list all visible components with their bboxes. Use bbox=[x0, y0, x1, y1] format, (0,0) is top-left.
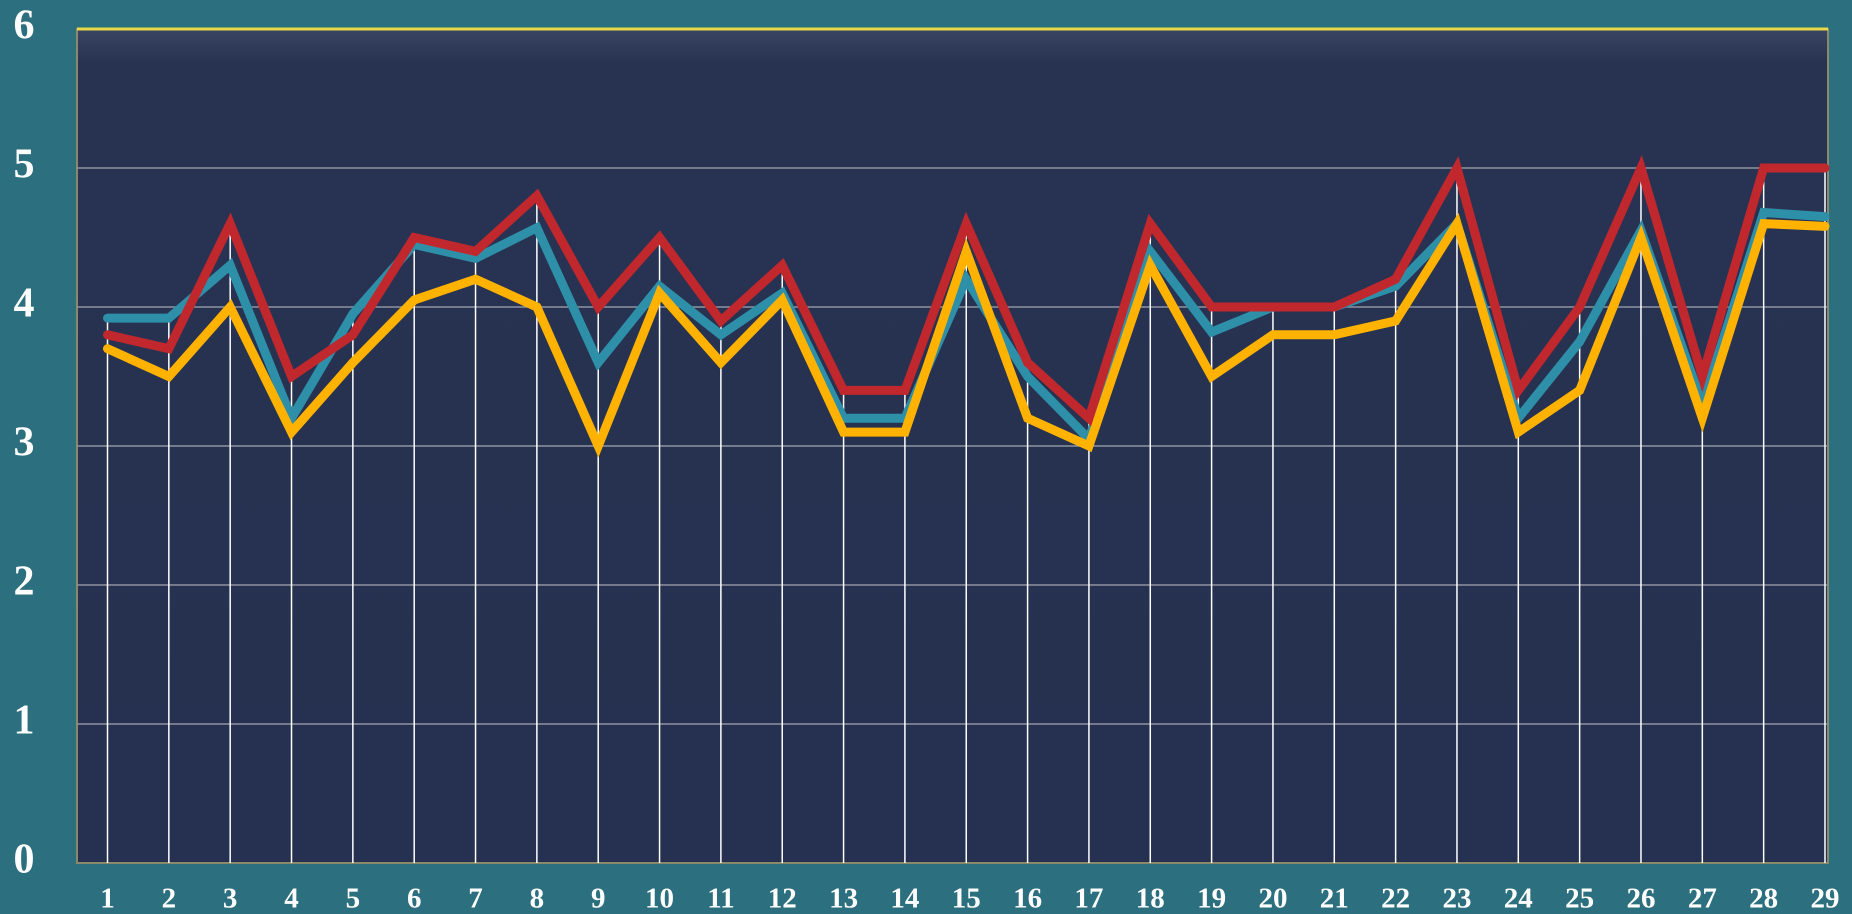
x-tick-label: 16 bbox=[1013, 883, 1042, 914]
x-tick-label: 6 bbox=[407, 883, 422, 914]
x-tick-label: 7 bbox=[468, 883, 483, 914]
y-tick-label: 5 bbox=[14, 142, 35, 188]
y-tick-label: 3 bbox=[14, 420, 35, 466]
x-tick-label: 11 bbox=[707, 883, 734, 914]
x-tick-label: 2 bbox=[162, 883, 177, 914]
x-tick-label: 26 bbox=[1626, 883, 1655, 914]
x-tick-label: 25 bbox=[1565, 883, 1594, 914]
y-tick-label: 0 bbox=[14, 837, 35, 883]
x-tick-label: 15 bbox=[952, 883, 981, 914]
x-tick-label: 18 bbox=[1136, 883, 1165, 914]
x-tick-label: 21 bbox=[1320, 883, 1349, 914]
x-tick-label: 10 bbox=[645, 883, 674, 914]
x-tick-label: 17 bbox=[1074, 883, 1103, 914]
x-tick-label: 23 bbox=[1442, 883, 1471, 914]
x-tick-label: 12 bbox=[768, 883, 797, 914]
x-tick-label: 4 bbox=[284, 883, 299, 914]
x-tick-label: 20 bbox=[1258, 883, 1287, 914]
y-tick-label: 6 bbox=[14, 3, 35, 49]
y-tick-label: 2 bbox=[14, 559, 35, 605]
x-tick-label: 3 bbox=[223, 883, 238, 914]
series-line bbox=[103, 154, 1830, 427]
x-tick-label: 19 bbox=[1197, 883, 1226, 914]
x-tick-label: 24 bbox=[1504, 883, 1533, 914]
x-tick-label: 14 bbox=[890, 883, 919, 914]
y-tick-label: 4 bbox=[14, 281, 35, 327]
x-tick-label: 27 bbox=[1688, 883, 1717, 914]
x-tick-label: 29 bbox=[1811, 883, 1840, 914]
x-tick-label: 22 bbox=[1381, 883, 1410, 914]
series-line bbox=[103, 212, 1830, 458]
x-tick-label: 9 bbox=[591, 883, 606, 914]
x-tick-label: 28 bbox=[1749, 883, 1778, 914]
y-tick-label: 1 bbox=[14, 698, 35, 744]
x-tick-label: 8 bbox=[530, 883, 545, 914]
x-tick-label: 13 bbox=[829, 883, 858, 914]
x-tick-label: 5 bbox=[346, 883, 361, 914]
x-tick-label: 1 bbox=[100, 883, 115, 914]
